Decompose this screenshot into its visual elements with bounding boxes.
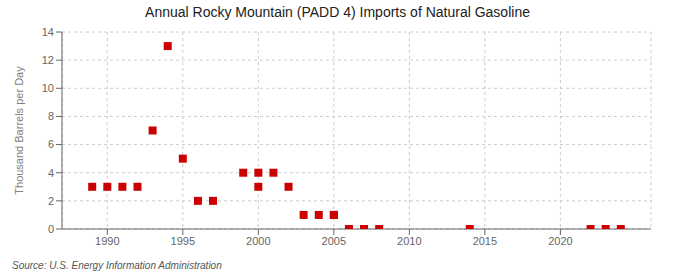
svg-text:Thousand Barrels per Day: Thousand Barrels per Day [13, 66, 25, 195]
svg-text:1995: 1995 [171, 235, 195, 247]
svg-text:2010: 2010 [397, 235, 421, 247]
svg-text:2005: 2005 [322, 235, 346, 247]
svg-text:10: 10 [42, 82, 54, 94]
html-text:Source: U.S. Energy Informatio: Source: U.S. Energy Information Administ… [12, 260, 222, 271]
svg-text:1990: 1990 [95, 235, 119, 247]
svg-text:4: 4 [48, 167, 54, 179]
svg-text:2: 2 [48, 195, 54, 207]
svg-text:12: 12 [42, 54, 54, 66]
svg-text:2020: 2020 [548, 235, 572, 247]
svg-text:8: 8 [48, 110, 54, 122]
svg-text:0: 0 [48, 223, 54, 235]
svg-text:2015: 2015 [473, 235, 497, 247]
svg-text:6: 6 [48, 138, 54, 150]
svg-text:14: 14 [42, 26, 54, 38]
svg-text:2000: 2000 [246, 235, 270, 247]
html-text:Annual Rocky Mountain (PADD 4): Annual Rocky Mountain (PADD 4) Imports o… [145, 4, 530, 20]
